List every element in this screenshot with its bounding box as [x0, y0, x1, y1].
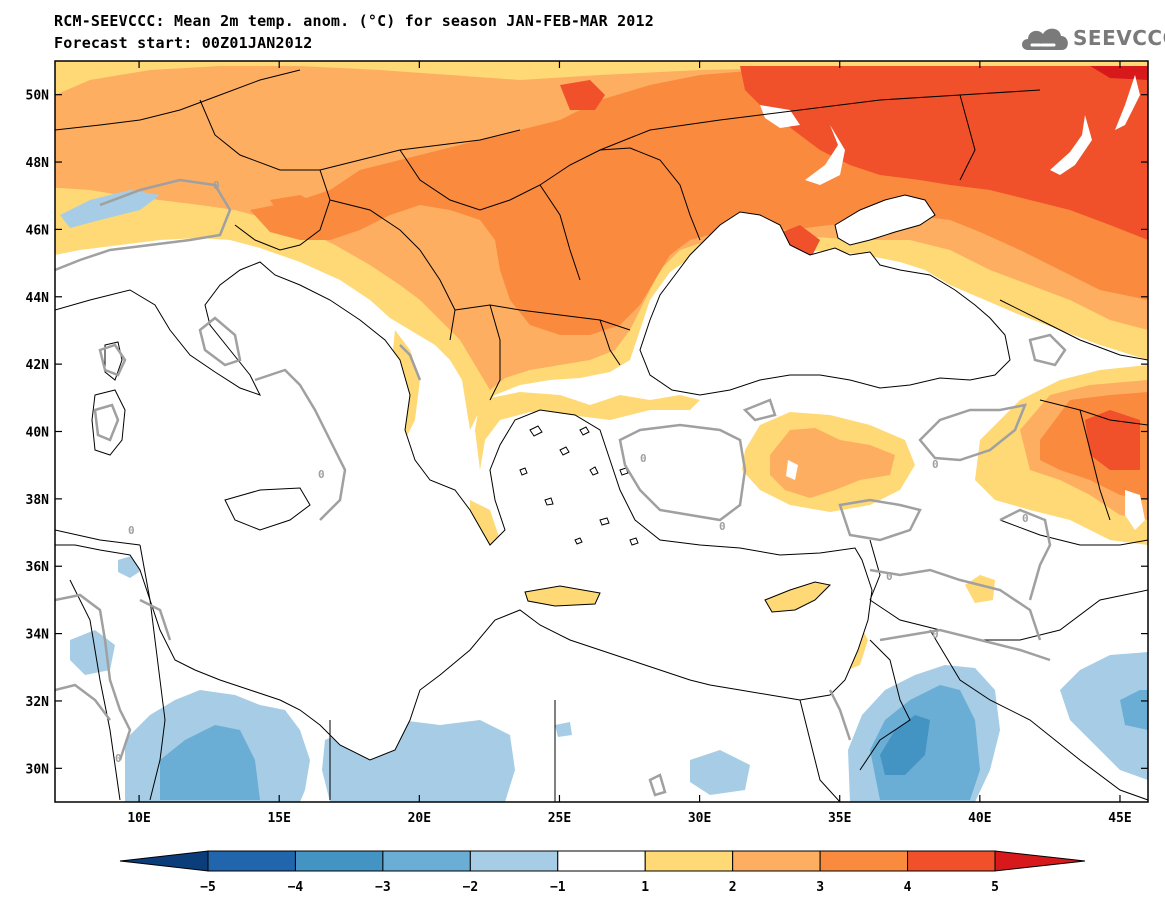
crete-island — [524, 585, 601, 607]
logo-text: SEEVCCC — [1073, 26, 1165, 50]
anomaly-m1-m2-iraq — [1060, 652, 1148, 780]
lake-patch-5 — [1125, 490, 1145, 530]
anomaly-m3-m4-jordan — [880, 715, 930, 775]
contour-label: 0 — [640, 452, 647, 465]
mediterranean-sea — [55, 261, 873, 761]
colorbar-segment — [207, 850, 296, 872]
anomaly-m2-m3-libya — [160, 725, 260, 800]
colorbar-label: 1 — [641, 880, 649, 895]
anomaly-2-3-anatolia — [770, 428, 895, 498]
lake-patch-6 — [786, 460, 798, 480]
colorbar-label: −4 — [288, 880, 304, 895]
anomaly-gt5 — [1090, 66, 1148, 80]
lon-tick-label: 35E — [828, 811, 851, 826]
colorbar-segment — [644, 850, 734, 872]
anomaly-m1-m2-egypt-small — [555, 722, 572, 737]
colorbar-segment — [294, 850, 384, 872]
lake-patch-3 — [1050, 115, 1092, 175]
anomaly-m1-m2-egypt — [690, 750, 750, 795]
lon-tick-label: 40E — [968, 811, 991, 826]
lon-tick-label: 25E — [548, 811, 571, 826]
map-subtitle: Forecast start: 00Z01JAN2012 — [54, 34, 313, 52]
cyprus — [764, 581, 832, 613]
colorbar-segment — [382, 850, 471, 872]
longitude-axis: 10E 15E 20E 25E 30E 35E 40E 45E — [127, 61, 1132, 826]
lat-tick-label: 34N — [26, 628, 50, 643]
contour-label: 0 — [213, 179, 220, 192]
lon-tick-label: 20E — [408, 811, 431, 826]
cloud-logo-icon — [1022, 28, 1068, 50]
lon-tick-label: 10E — [127, 811, 150, 826]
lat-tick-label: 42N — [26, 358, 50, 373]
lat-tick-label: 46N — [26, 223, 50, 238]
colorbar-label: −3 — [375, 880, 391, 895]
lat-tick-label: 36N — [26, 560, 50, 575]
anomaly-3-4-alps — [270, 195, 320, 222]
anomaly-m1-m2-algeria — [70, 630, 115, 675]
colorbar-segment — [557, 850, 646, 872]
colorbar: −5 −4 −3 −2 −1 1 2 3 4 5 — [119, 850, 1086, 895]
colorbar-label: −2 — [463, 880, 479, 895]
contour-labels: 0 0 0 0 0 0 0 0 0 0 — [115, 179, 1029, 765]
country-borders — [55, 69, 1148, 802]
colorbar-label: 5 — [991, 880, 999, 895]
sicily — [224, 487, 311, 531]
lake-patch-2 — [805, 125, 845, 185]
contour-label: 0 — [886, 570, 893, 583]
lat-tick-label: 30N — [26, 762, 50, 777]
anomaly-1-2-aegean-north — [475, 392, 700, 470]
colorbar-segment — [819, 850, 909, 872]
contour-label: 0 — [128, 524, 135, 537]
anomaly-4-5-russia — [740, 66, 1148, 240]
lat-tick-label: 32N — [26, 695, 50, 710]
colorbar-high-tip — [994, 850, 1086, 872]
colorbar-label: −1 — [550, 880, 566, 895]
colorbar-low-tip — [119, 850, 209, 872]
lake-patch-4 — [1115, 75, 1140, 130]
anomaly-4-5-georgia — [1085, 410, 1140, 470]
latitude-axis: 50N 48N 46N 44N 42N 40N 38N 36N 34N 32N 30N — [26, 89, 1148, 777]
lon-tick-label: 30E — [688, 811, 711, 826]
contour-label: 0 — [932, 458, 939, 471]
contour-label: 0 — [719, 520, 726, 533]
black-sea — [639, 211, 1011, 396]
colorbar-segment — [469, 850, 559, 872]
colorbar-segment — [732, 850, 821, 872]
colorbar-label: 3 — [816, 880, 824, 895]
anomaly-field — [55, 61, 1148, 802]
colorbar-label: −5 — [200, 880, 216, 895]
lat-tick-label: 38N — [26, 493, 50, 508]
lat-tick-label: 50N — [26, 89, 50, 104]
map-title: RCM-SEEVCCC: Mean 2m temp. anom. (°C) fo… — [54, 12, 654, 30]
contour-label: 0 — [115, 752, 122, 765]
colorbar-label: 4 — [904, 880, 912, 895]
contour-label: 0 — [318, 468, 325, 481]
zero-contours — [55, 178, 1067, 797]
contour-label: 0 — [1022, 512, 1029, 525]
lat-tick-label: 40N — [26, 426, 50, 441]
anomaly-m2-m3-iraq — [1120, 690, 1148, 730]
lon-tick-label: 15E — [267, 811, 290, 826]
lat-tick-label: 48N — [26, 156, 50, 171]
seevccc-logo: SEEVCCC — [1018, 22, 1165, 56]
lon-tick-label: 45E — [1108, 811, 1131, 826]
anomaly-m1-m2-alps — [60, 190, 160, 228]
colorbar-segment — [907, 850, 996, 872]
colorbar-label: 2 — [729, 880, 737, 895]
contour-label: 0 — [932, 628, 939, 641]
azov-sea — [834, 194, 936, 246]
aegean-islands — [519, 425, 639, 546]
anomaly-4-5-ukraine — [560, 80, 605, 110]
lat-tick-label: 44N — [26, 291, 50, 306]
sardinia — [91, 389, 126, 456]
